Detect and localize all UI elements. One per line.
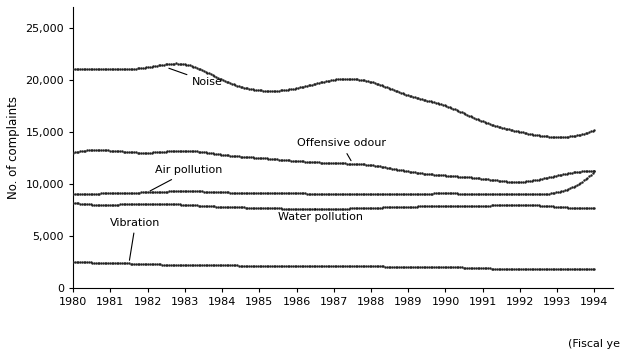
- Text: Noise: Noise: [169, 68, 223, 87]
- Text: Air pollution: Air pollution: [150, 165, 223, 191]
- X-axis label: (Fiscal year): (Fiscal year): [569, 338, 620, 349]
- Text: Water pollution: Water pollution: [278, 209, 363, 222]
- Text: Vibration: Vibration: [110, 218, 161, 260]
- Text: Offensive odour: Offensive odour: [296, 138, 386, 161]
- Y-axis label: No. of complaints: No. of complaints: [7, 96, 20, 199]
